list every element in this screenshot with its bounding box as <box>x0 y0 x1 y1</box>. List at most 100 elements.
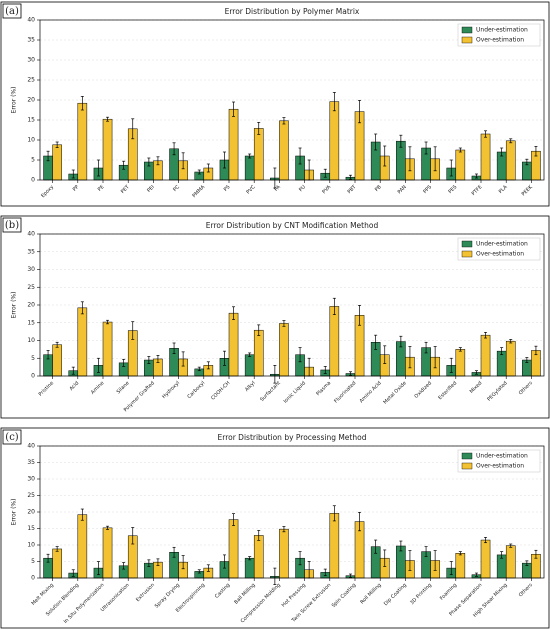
error-bar <box>222 151 226 169</box>
error-bar <box>55 546 59 552</box>
error-bar <box>534 146 538 157</box>
legend-label: Over-estimation <box>476 37 524 44</box>
error-bar <box>232 101 236 117</box>
error-bar <box>55 341 59 348</box>
error-bar <box>500 551 504 559</box>
error-bar <box>408 146 412 172</box>
error-bar <box>458 147 462 153</box>
error-bar <box>358 100 362 124</box>
error-bar <box>46 553 50 563</box>
bar <box>77 102 88 181</box>
x-tick-label: Acid <box>68 380 80 392</box>
bar <box>77 307 88 377</box>
bar <box>228 108 239 181</box>
bar <box>279 323 289 377</box>
error-bar <box>424 141 428 155</box>
x-tick-label: Hot Pressing <box>281 582 307 608</box>
error-bar <box>248 153 252 159</box>
error-bar <box>156 355 160 363</box>
bar <box>102 118 113 181</box>
error-bar <box>122 358 126 367</box>
error-bar <box>484 130 488 138</box>
bar <box>52 344 62 377</box>
bar <box>244 557 255 579</box>
error-bar <box>282 117 286 125</box>
bar <box>480 334 491 377</box>
x-tick-label: PAN <box>397 184 408 195</box>
y-tick-label: 5 <box>31 157 35 164</box>
bar <box>244 155 255 181</box>
error-bar <box>399 134 403 148</box>
legend-swatch <box>461 26 473 34</box>
error-bar <box>206 564 210 572</box>
x-tick-label: Dip Coating <box>383 582 408 607</box>
x-tick-label: PEGylated <box>486 380 508 402</box>
y-tick-label: 30 <box>27 266 35 273</box>
error-bar <box>232 306 236 320</box>
x-tick-label: Roll Milling <box>359 582 382 605</box>
legend-label: Over-estimation <box>476 251 524 258</box>
error-bar <box>433 346 437 369</box>
error-bar <box>332 92 336 112</box>
bar <box>228 519 239 579</box>
error-bar <box>332 297 336 315</box>
error-bar <box>197 569 201 574</box>
bar <box>455 149 466 181</box>
error-bar <box>500 347 504 356</box>
error-bar <box>348 371 352 376</box>
error-bar <box>197 366 201 372</box>
x-tick-label: PLA <box>498 184 509 195</box>
x-tick-label: Ionic Liquid <box>283 380 307 404</box>
panel-label-box <box>2 217 22 233</box>
error-bar <box>424 341 428 354</box>
x-tick-label: PEEK <box>521 184 535 198</box>
error-bar <box>458 347 462 352</box>
error-bar <box>474 370 478 375</box>
x-tick-label: Casting <box>214 582 232 600</box>
y-tick-label: 25 <box>27 284 35 291</box>
y-tick-label: 10 <box>27 542 35 549</box>
x-tick-label: Mixed <box>469 380 484 395</box>
x-tick-label: PET <box>120 184 131 195</box>
x-tick-label: Surfactant <box>259 380 282 403</box>
error-bar <box>122 160 126 170</box>
y-tick-label: 30 <box>27 57 35 64</box>
error-bar <box>449 561 453 576</box>
y-tick-label: 10 <box>27 337 35 344</box>
x-tick-label: Plasma <box>315 380 332 397</box>
error-bar <box>222 554 226 569</box>
plot-frame <box>39 445 545 579</box>
bar <box>228 312 239 377</box>
error-bar <box>106 116 110 122</box>
panel-frame <box>0 427 550 629</box>
x-tick-label: PS <box>223 184 232 193</box>
error-bar <box>80 508 84 521</box>
error-bar <box>282 526 286 533</box>
bar <box>505 545 516 579</box>
legend-swatch <box>461 36 473 44</box>
bar <box>480 133 491 181</box>
error-bar <box>449 159 453 177</box>
error-bar <box>257 324 261 336</box>
y-tick-label: 20 <box>27 97 35 104</box>
error-bar <box>525 560 529 566</box>
y-tick-label: 30 <box>27 476 35 483</box>
error-bar <box>399 335 403 348</box>
error-bar <box>273 167 277 189</box>
legend-box <box>457 449 541 473</box>
error-bar <box>257 530 261 541</box>
error-bar <box>55 141 59 148</box>
x-tick-label: Ball Milling <box>233 582 256 605</box>
bar <box>329 101 340 181</box>
error-bar <box>172 546 176 558</box>
panel-label: (a) <box>5 6 19 17</box>
bar <box>505 340 516 377</box>
error-bar <box>509 138 513 144</box>
x-tick-label: PVC <box>245 184 257 196</box>
y-tick-label: 0 <box>31 373 35 380</box>
error-bar <box>80 96 84 111</box>
legend-label: Under-estimation <box>476 453 528 460</box>
x-tick-label: PBT <box>347 184 359 196</box>
error-bar <box>273 365 277 384</box>
error-bar <box>131 321 135 340</box>
